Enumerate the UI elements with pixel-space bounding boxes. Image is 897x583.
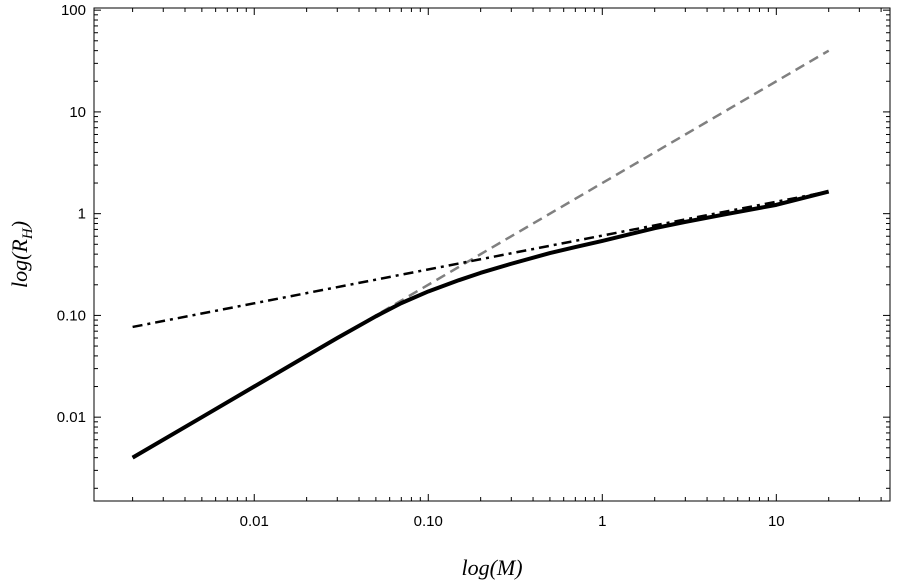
- y-tick-label: 100: [61, 2, 86, 19]
- y-axis-title-main: log(R: [7, 239, 32, 288]
- y-axis-title: log(RH): [7, 221, 36, 288]
- y-tick-label: 0.10: [57, 307, 86, 324]
- x-tick-label: 0.01: [240, 513, 269, 530]
- y-tick-label: 0.01: [57, 409, 86, 426]
- series-line-dashdot: [132, 190, 829, 329]
- series-line-solid-thick: [131, 189, 830, 460]
- y-tick-label: 10: [69, 104, 86, 121]
- x-tick-label: 0.10: [414, 513, 443, 530]
- plot-frame: [93, 7, 891, 502]
- x-axis-title: log(M): [461, 555, 522, 580]
- y-axis-ticks: 0.01 0.10 1 10 100: [57, 2, 890, 489]
- y-axis-title-close: ): [7, 221, 32, 230]
- x-axis-ticks: 0.01 0.10 1 10: [132, 8, 882, 530]
- x-tick-label: 1: [598, 513, 606, 530]
- chart-marks: [131, 49, 830, 460]
- x-tick-label: 10: [768, 513, 785, 530]
- y-axis-title-subscript: H: [20, 227, 36, 240]
- y-tick-label: 1: [78, 206, 86, 223]
